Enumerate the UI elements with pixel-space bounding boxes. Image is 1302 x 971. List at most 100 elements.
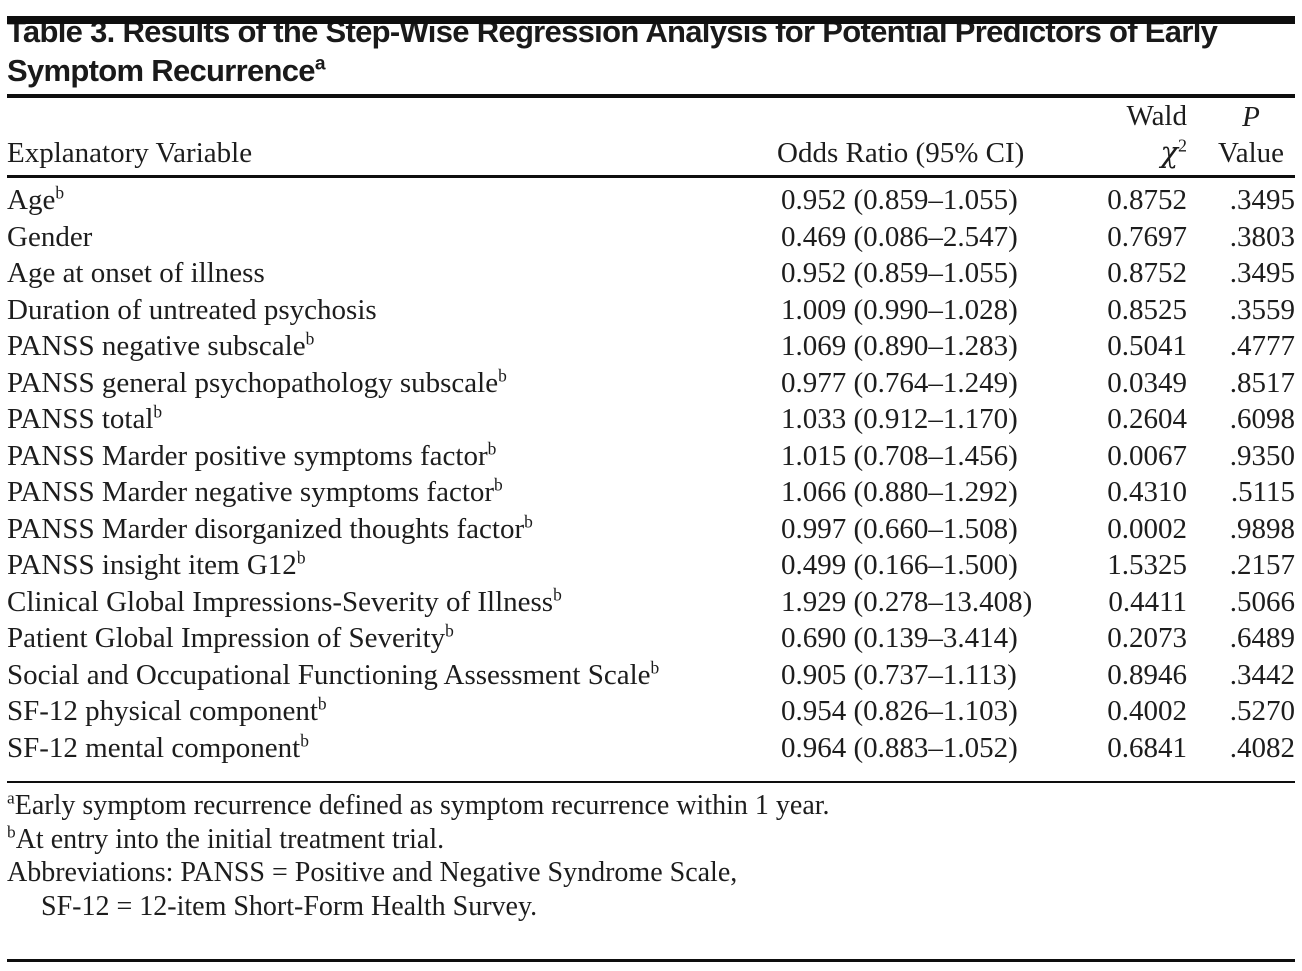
cell-explanatory-variable: Ageb xyxy=(7,182,65,216)
header-p-line1: P xyxy=(1242,101,1260,133)
cell-wald-chi2: 1.5325 xyxy=(1107,549,1187,581)
cell-wald-chi2: 0.5041 xyxy=(1107,330,1187,362)
cell-wald-chi2: 0.0349 xyxy=(1107,366,1187,399)
footnote: aEarly symptom recurrence defined as sym… xyxy=(7,788,830,821)
header-wald-line2: χ2 xyxy=(1057,134,1187,171)
cell-p-value: .3442 xyxy=(1229,658,1295,691)
table-row: Clinical Global Impressions-Severity of … xyxy=(7,584,1295,621)
table-row: Ageb 0.952 (0.859–1.055) 0.8752 .3495 xyxy=(7,182,1295,219)
cell-explanatory-variable: Patient Global Impression of Severityb xyxy=(7,620,454,654)
variable-superscript: b xyxy=(300,729,309,750)
variable-superscript: b xyxy=(305,328,315,349)
cell-p-value: .5066 xyxy=(1229,585,1295,618)
cell-odds-ratio: 1.009 (0.990–1.028) xyxy=(781,293,1018,326)
variable-superscript: b xyxy=(494,474,503,495)
header-explanatory-variable: Explanatory Variable xyxy=(7,137,253,169)
footnote: SF-12 = 12-item Short-Form Health Survey… xyxy=(41,890,538,922)
table-row: PANSS Marder disorganized thoughts facto… xyxy=(7,511,1295,548)
header-wald-line1: Wald xyxy=(1126,100,1187,132)
cell-p-value: .3803 xyxy=(1229,220,1295,253)
variable-superscript: b xyxy=(153,401,163,422)
cell-p-value: .6098 xyxy=(1229,403,1295,435)
cell-explanatory-variable: Age at onset of illness xyxy=(7,257,265,289)
header-rule xyxy=(7,175,1295,178)
bottom-rule xyxy=(7,959,1295,962)
cell-explanatory-variable: Clinical Global Impressions-Severity of … xyxy=(7,583,562,618)
cell-p-value: .3559 xyxy=(1229,293,1295,326)
cell-odds-ratio: 1.929 (0.278–13.408) xyxy=(781,585,1033,618)
variable-superscript: b xyxy=(296,547,306,568)
table-row: PANSS insight item G12b 0.499 (0.166–1.5… xyxy=(7,547,1295,584)
cell-odds-ratio: 0.952 (0.859–1.055) xyxy=(781,184,1018,216)
cell-odds-ratio: 1.033 (0.912–1.170) xyxy=(781,403,1018,435)
cell-wald-chi2: 0.7697 xyxy=(1107,220,1187,253)
variable-superscript: b xyxy=(487,437,497,458)
footnote: bAt entry into the initial treatment tri… xyxy=(7,822,445,855)
footnote: Abbreviations: PANSS = Positive and Nega… xyxy=(7,857,738,888)
cell-explanatory-variable: Social and Occupational Functioning Asse… xyxy=(7,656,660,691)
cell-p-value: .2157 xyxy=(1229,549,1295,581)
cell-p-value: .9898 xyxy=(1229,512,1295,545)
table-row: Patient Global Impression of Severityb 0… xyxy=(7,620,1295,657)
cell-wald-chi2: 0.6841 xyxy=(1107,731,1187,764)
variable-superscript: b xyxy=(553,583,562,604)
table-header-row: Explanatory Variable Odds Ratio (95% CI)… xyxy=(7,98,1295,175)
cell-wald-chi2: 0.8525 xyxy=(1107,293,1187,326)
header-wald-chi2: Wald χ2 xyxy=(1057,98,1207,171)
variable-superscript: b xyxy=(317,693,327,714)
table-title-text: Table 3. Results of the Step-Wise Regres… xyxy=(7,14,1218,88)
cell-wald-chi2: 0.2604 xyxy=(1107,403,1187,435)
top-rule xyxy=(7,16,1295,24)
variable-superscript: b xyxy=(445,620,454,641)
cell-odds-ratio: 0.954 (0.826–1.103) xyxy=(781,695,1018,727)
cell-wald-chi2: 0.0002 xyxy=(1107,512,1187,545)
cell-explanatory-variable: PANSS general psychopathology subscaleb xyxy=(7,364,507,399)
table-row: SF-12 mental componentb 0.964 (0.883–1.0… xyxy=(7,730,1295,767)
header-p-value: P Value xyxy=(1207,99,1295,171)
table-row: Gender 0.469 (0.086–2.547) 0.7697 .3803 xyxy=(7,219,1295,256)
cell-odds-ratio: 0.952 (0.859–1.055) xyxy=(781,257,1018,289)
variable-superscript: b xyxy=(524,510,533,531)
cell-wald-chi2: 0.4002 xyxy=(1107,695,1187,727)
cell-explanatory-variable: PANSS Marder disorganized thoughts facto… xyxy=(7,510,533,545)
footnotes: aEarly symptom recurrence defined as sym… xyxy=(7,783,1295,923)
footnote-superscript: a xyxy=(7,788,15,808)
header-p-line2: Value xyxy=(1217,137,1285,169)
table-row: Social and Occupational Functioning Asse… xyxy=(7,657,1295,694)
cell-wald-chi2: 0.2073 xyxy=(1107,622,1187,654)
cell-p-value: .5115 xyxy=(1230,476,1295,508)
cell-explanatory-variable: SF-12 physical componentb xyxy=(7,693,327,727)
cell-p-value: .4082 xyxy=(1229,731,1295,764)
cell-odds-ratio: 1.015 (0.708–1.456) xyxy=(781,439,1018,472)
body-rule xyxy=(7,781,1295,783)
table-body: Ageb 0.952 (0.859–1.055) 0.8752 .3495 Ge… xyxy=(7,178,1295,766)
table-row: PANSS Marder negative symptoms factorb 1… xyxy=(7,474,1295,511)
cell-explanatory-variable: PANSS negative subscaleb xyxy=(7,328,315,362)
cell-p-value: .4777 xyxy=(1229,330,1295,362)
cell-odds-ratio: 1.066 (0.880–1.292) xyxy=(781,476,1018,508)
cell-wald-chi2: 0.0067 xyxy=(1107,439,1187,472)
variable-superscript: b xyxy=(55,182,65,203)
variable-superscript: b xyxy=(498,364,507,385)
table-row: SF-12 physical componentb 0.954 (0.826–1… xyxy=(7,693,1295,730)
cell-p-value: .9350 xyxy=(1229,439,1295,472)
cell-odds-ratio: 0.905 (0.737–1.113) xyxy=(781,658,1017,691)
header-odds-ratio: Odds Ratio (95% CI) xyxy=(777,137,1025,169)
cell-odds-ratio: 0.469 (0.086–2.547) xyxy=(781,220,1018,253)
cell-p-value: .3495 xyxy=(1229,257,1295,289)
cell-wald-chi2: 0.8946 xyxy=(1107,658,1187,691)
cell-explanatory-variable: Gender xyxy=(7,220,93,253)
cell-p-value: .5270 xyxy=(1229,695,1295,727)
cell-p-value: .8517 xyxy=(1229,366,1295,399)
cell-odds-ratio: 0.690 (0.139–3.414) xyxy=(781,622,1018,654)
cell-p-value: .6489 xyxy=(1229,622,1295,654)
cell-wald-chi2: 0.8752 xyxy=(1107,257,1187,289)
paper-table-figure: Table 3. Results of the Step-Wise Regres… xyxy=(0,12,1302,971)
cell-odds-ratio: 0.997 (0.660–1.508) xyxy=(781,512,1018,545)
table-row: PANSS negative subscaleb 1.069 (0.890–1.… xyxy=(7,328,1295,365)
cell-wald-chi2: 0.4310 xyxy=(1107,476,1187,508)
table-row: PANSS general psychopathology subscaleb … xyxy=(7,365,1295,402)
chi-exponent: 2 xyxy=(1178,135,1187,156)
cell-odds-ratio: 0.977 (0.764–1.249) xyxy=(781,366,1018,399)
cell-explanatory-variable: SF-12 mental componentb xyxy=(7,729,309,764)
